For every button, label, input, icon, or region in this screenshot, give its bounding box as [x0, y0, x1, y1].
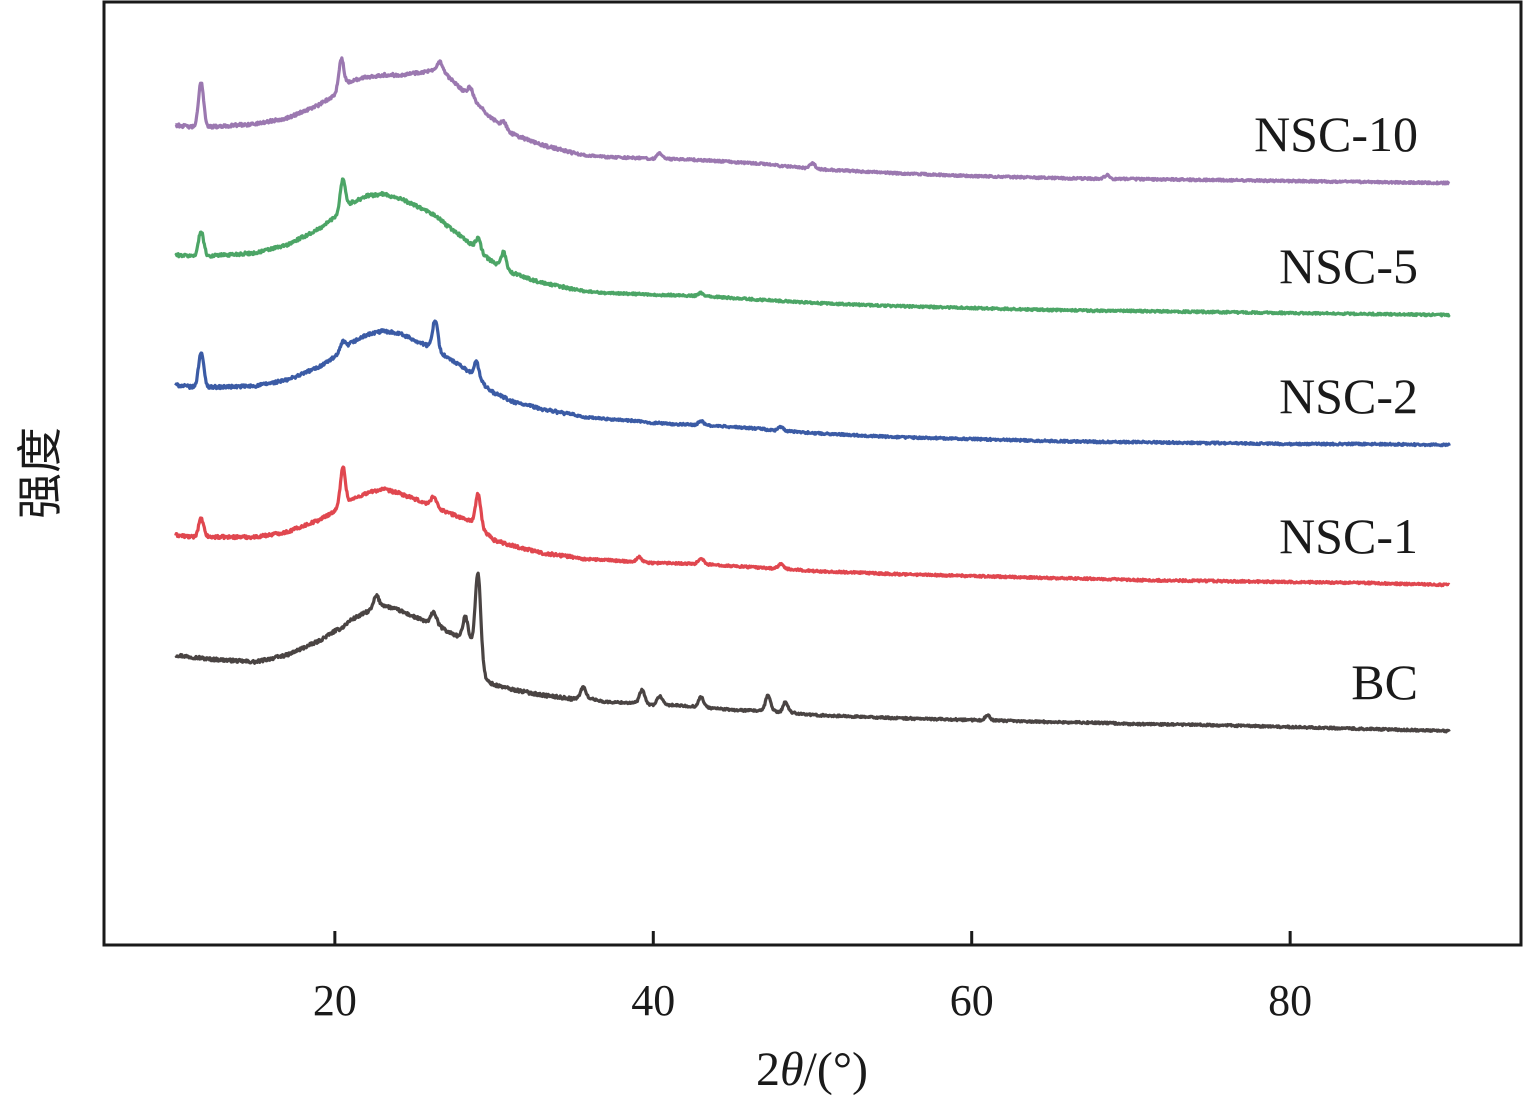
x-tick-label: 80 — [1268, 976, 1312, 1025]
series-label-nsc-5: NSC-5 — [1279, 238, 1418, 294]
series-labels: BC NSC-1 NSC-2 NSC-5 NSC-10 — [1254, 106, 1418, 710]
series-line-nsc-10 — [174, 56, 1451, 186]
y-axis-label: 强度 — [13, 427, 67, 519]
plot-frame — [102, 0, 1523, 947]
x-axis-label-unit: /(°) — [804, 1043, 869, 1096]
x-tick-label: 60 — [950, 976, 994, 1025]
series-line-nsc-5 — [174, 177, 1451, 318]
series-label-nsc-1: NSC-1 — [1279, 508, 1418, 564]
series-line-nsc-1 — [174, 465, 1451, 588]
x-axis-label-prefix: 2 — [756, 1043, 780, 1096]
series-layer — [174, 56, 1451, 734]
x-axis-label-theta: θ — [780, 1043, 804, 1096]
series-label-nsc-10: NSC-10 — [1254, 106, 1418, 162]
x-tick-label: 40 — [631, 976, 675, 1025]
x-tick-label: 20 — [313, 976, 357, 1025]
series-line-bc — [174, 571, 1451, 734]
x-axis-label: 2θ/(°) — [756, 1043, 868, 1096]
series-label-bc: BC — [1351, 654, 1418, 710]
x-ticks: 20 40 60 80 — [313, 931, 1312, 1025]
series-line-nsc-2 — [174, 319, 1451, 448]
series-label-nsc-2: NSC-2 — [1279, 368, 1418, 424]
